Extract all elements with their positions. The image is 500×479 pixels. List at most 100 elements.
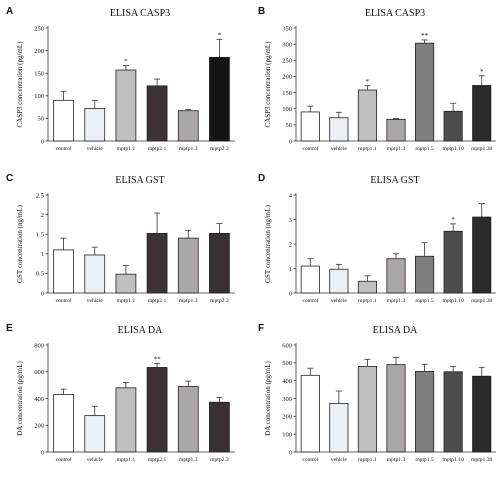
bar xyxy=(177,237,199,294)
bar xyxy=(209,233,230,294)
y-tick-label: 200 xyxy=(34,48,44,55)
y-tick-label: 250 xyxy=(282,58,292,65)
bar xyxy=(472,216,492,294)
y-tick-label: 400 xyxy=(282,378,292,385)
chart-title: ELISA GST xyxy=(370,175,419,186)
chart-panel-c: C ELISA GST GST concentration (ng/mL) 0 0.5 1… xyxy=(6,173,235,304)
y-tick-label: 250 xyxy=(34,25,44,32)
y-tick-label: 1 xyxy=(41,251,44,258)
category-label: mptp2.3 xyxy=(210,457,229,463)
category-label: mptp2.1 xyxy=(148,457,167,463)
panel-letter: B xyxy=(258,6,265,17)
y-axis-label: DA concentration (pg/mL) xyxy=(264,361,272,436)
category-label: control xyxy=(56,146,72,152)
y-tick-label: 800 xyxy=(34,342,44,349)
category-label: vehicle xyxy=(87,298,104,304)
y-tick-label: 100 xyxy=(34,93,44,100)
chart-panel-b: B ELISA CASP3 CASP3 concentration (pg/mL) 0… xyxy=(258,6,496,152)
y-tick-label: 200 xyxy=(282,74,292,81)
significance-marker: * xyxy=(124,58,128,66)
category-label: mptp1.10 xyxy=(442,457,463,463)
y-axis-label: GST concentration (ng/mL) xyxy=(264,204,272,283)
y-tick-label: 200 xyxy=(34,423,44,430)
panel-letter: A xyxy=(6,6,13,17)
y-tick-label: 0 xyxy=(41,290,44,297)
category-label: mptp1.1 xyxy=(358,457,377,463)
bar xyxy=(146,85,168,142)
chart-panel-e: E ELISA DA DA concentration (pg/mL) 0 200 400… xyxy=(6,323,235,463)
category-label: mptp1.5 xyxy=(415,146,434,152)
chart-title: ELISA CASP3 xyxy=(110,8,170,19)
bar xyxy=(84,415,106,453)
category-label: mptp1.30 xyxy=(471,457,492,463)
y-tick-label: 1.5 xyxy=(36,232,44,239)
bar xyxy=(472,85,492,142)
significance-marker: * xyxy=(218,31,222,39)
chart-panel-f: F ELISA DA DA concentration (pg/mL) 0 100 200… xyxy=(258,323,496,463)
bar xyxy=(53,249,74,294)
category-label: vehicle xyxy=(331,146,348,152)
chart-title: ELISA CASP3 xyxy=(365,8,425,19)
chart-title: ELISA DA xyxy=(373,325,419,336)
y-tick-label: 350 xyxy=(282,25,292,32)
y-tick-label: 600 xyxy=(282,342,292,349)
y-axis-label: CASP3 concentration (pg/mL) xyxy=(16,41,24,128)
bar xyxy=(357,89,377,142)
category-label: vehicle xyxy=(87,146,104,152)
bar xyxy=(115,273,137,294)
category-label: mptp1.30 xyxy=(471,298,492,304)
y-tick-label: 100 xyxy=(282,106,292,113)
bar xyxy=(386,258,406,294)
bar xyxy=(415,255,435,294)
bar xyxy=(53,394,74,453)
y-tick-label: 2 xyxy=(41,212,44,219)
bar xyxy=(443,230,463,294)
panel-letter: E xyxy=(6,323,13,334)
category-label: vehicle xyxy=(331,298,348,304)
y-tick-label: 150 xyxy=(282,90,292,97)
y-tick-label: 0.5 xyxy=(36,271,44,278)
y-tick-label: 50 xyxy=(286,122,293,129)
bar xyxy=(443,371,463,453)
y-tick-label: 0 xyxy=(41,138,44,145)
category-label: mptp1.3 xyxy=(179,298,198,304)
category-label: mptp1.5 xyxy=(415,298,434,304)
category-label: mptp1.3 xyxy=(179,146,198,152)
category-label: mptp1.1 xyxy=(117,298,136,304)
bar xyxy=(146,367,168,453)
bar xyxy=(300,374,320,453)
y-tick-label: 0 xyxy=(289,290,292,297)
bar xyxy=(357,280,377,294)
category-label: mptp1.10 xyxy=(442,298,463,304)
chart-panel-a: A ELISA CASP3 CASP3 concentration (pg/mL) 0… xyxy=(6,6,235,152)
y-tick-label: 100 xyxy=(282,431,292,438)
significance-marker: ** xyxy=(154,355,162,363)
y-tick-label: 1 xyxy=(289,266,292,273)
y-axis-label: DA concentration (pg/mL) xyxy=(16,361,24,436)
y-axis-label: GST concentration (ng/mL) xyxy=(16,204,24,283)
y-tick-label: 150 xyxy=(34,71,44,78)
y-tick-label: 0 xyxy=(289,449,292,456)
panel-letter: D xyxy=(258,173,265,184)
panel-letter: F xyxy=(258,323,264,334)
y-tick-label: 0 xyxy=(289,138,292,145)
bar xyxy=(209,401,230,453)
panel-letter: C xyxy=(6,173,13,184)
bar xyxy=(84,254,106,294)
category-label: vehicle xyxy=(87,457,104,463)
category-label: mptp2.1 xyxy=(148,298,167,304)
category-label: vehicle xyxy=(331,457,348,463)
bar xyxy=(177,110,199,142)
significance-marker: * xyxy=(366,78,370,86)
bar xyxy=(386,118,406,142)
category-label: mptp1.1 xyxy=(358,298,377,304)
category-label: mptp1.1 xyxy=(117,146,136,152)
category-label: control xyxy=(302,457,318,463)
chart-title: ELISA GST xyxy=(115,175,164,186)
y-tick-label: 2.5 xyxy=(36,192,44,199)
bar xyxy=(115,69,137,142)
y-tick-label: 4 xyxy=(289,192,293,199)
bar xyxy=(443,110,463,142)
y-tick-label: 0 xyxy=(41,449,44,456)
